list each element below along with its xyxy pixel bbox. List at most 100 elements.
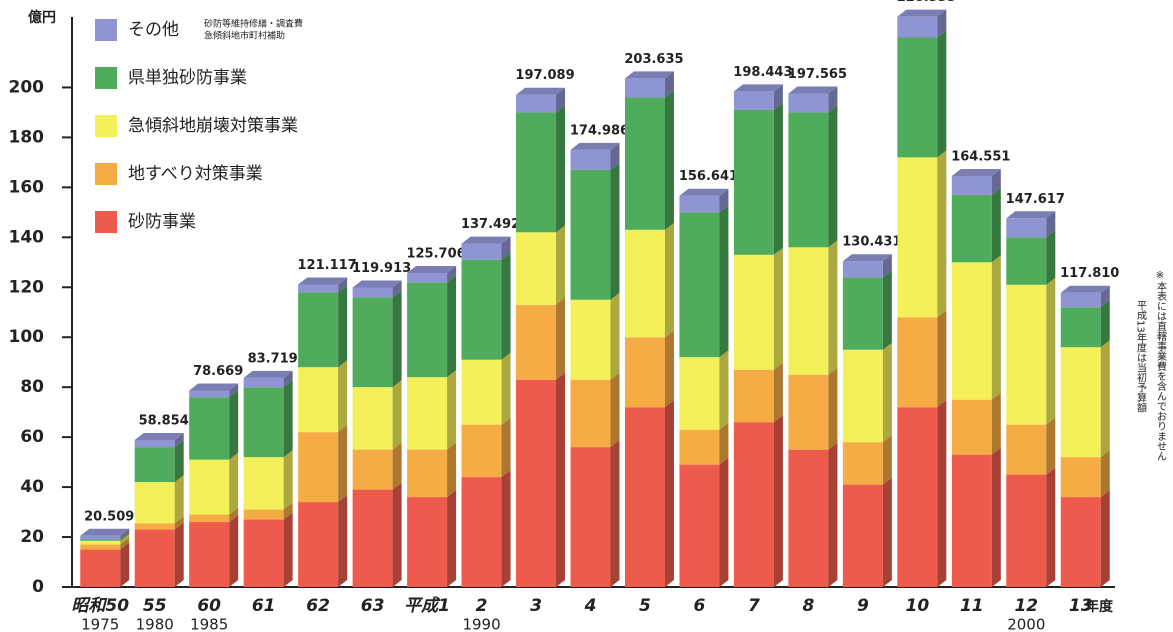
bar-side: [1100, 285, 1110, 308]
total-label: 174.986: [570, 123, 629, 138]
bar-side: [447, 490, 457, 587]
bar-side: [828, 367, 838, 450]
bar-segment: [842, 484, 883, 587]
bar-top: [570, 142, 620, 150]
bar-segment: [733, 254, 774, 370]
bar-side: [556, 225, 566, 305]
bar-side: [773, 102, 783, 255]
bar-segment: [80, 544, 121, 550]
bar-segment: [570, 447, 611, 587]
bar-side: [719, 457, 729, 587]
bar-side: [991, 255, 1001, 400]
bar-segment: [1060, 307, 1101, 348]
bar-side: [501, 236, 511, 260]
year-label: 1980: [136, 616, 174, 632]
x-tick-label: 昭和50: [71, 596, 129, 616]
bar-segment: [461, 243, 502, 260]
bar-segment: [352, 449, 393, 490]
bar-segment: [788, 449, 829, 587]
bar-side: [501, 252, 511, 360]
bar-side: [338, 277, 348, 293]
bar-segment: [570, 169, 611, 300]
bar-top: [679, 188, 729, 196]
x-tick-label: 11: [960, 596, 984, 616]
bar-top: [298, 277, 348, 285]
bar-segment: [842, 442, 883, 485]
legend-swatch: [95, 19, 117, 41]
bar-segment: [243, 387, 284, 458]
y-tick-label: 120: [9, 277, 45, 297]
bar-side: [338, 425, 348, 503]
legend-label: 県単独砂防事業: [128, 68, 247, 88]
total-label: 137.492: [461, 217, 520, 232]
total-label: 20.509: [84, 509, 134, 524]
bar-side: [447, 442, 457, 498]
bar-side: [556, 297, 566, 380]
bar-side: [882, 254, 892, 278]
bar-segment: [461, 424, 502, 478]
bar-side: [120, 537, 130, 550]
bar-side: [229, 390, 239, 460]
side-note: ※本表には直轄事業費を含んでおりません: [1155, 270, 1167, 461]
bar-side: [610, 162, 620, 300]
bar-segment: [134, 447, 175, 483]
x-tick-label: 55: [143, 596, 167, 616]
bar-segment: [1060, 292, 1101, 308]
legend-label: 砂防事業: [128, 212, 196, 232]
bar-side: [283, 370, 293, 388]
bar-side: [174, 516, 184, 530]
bar-segment: [243, 509, 284, 520]
bar-side: [773, 415, 783, 587]
bar-segment: [679, 212, 720, 358]
bar-segment: [951, 399, 992, 455]
bar-segment: [951, 454, 992, 587]
bar-side: [719, 188, 729, 213]
total-label: 198.443: [733, 65, 792, 80]
bar-segment: [897, 16, 938, 38]
bar-side: [882, 270, 892, 350]
x-axis-label: 年度: [1085, 598, 1114, 615]
total-label: 197.565: [788, 67, 847, 82]
bar-top: [189, 383, 239, 391]
bar-segment: [243, 377, 284, 388]
bar-segment: [298, 292, 339, 368]
bar-segment: [461, 477, 502, 587]
bar-segment: [189, 522, 230, 587]
bar-side: [1100, 490, 1110, 587]
bar-side: [283, 380, 293, 458]
legend-swatch: [95, 163, 117, 185]
bar-segment: [352, 489, 393, 587]
total-label: 121.117: [298, 258, 357, 273]
bar-side: [392, 280, 402, 298]
bar-side: [937, 400, 947, 587]
bar-segment: [842, 261, 883, 278]
bar-side: [1046, 417, 1056, 475]
bar-side: [882, 477, 892, 587]
bar-segment: [243, 519, 284, 587]
bar-segment: [951, 262, 992, 400]
bar-top: [1060, 285, 1110, 293]
bar-side: [719, 205, 729, 358]
bar-segment: [80, 540, 121, 545]
bar-segment: [134, 523, 175, 530]
bar-segment: [298, 367, 339, 433]
bar-side: [338, 495, 348, 587]
bar-side: [229, 507, 239, 523]
bar-side: [283, 450, 293, 510]
total-label: 156.641: [679, 169, 738, 184]
bar-side: [1100, 300, 1110, 348]
bar-segment: [679, 195, 720, 213]
bar-side: [283, 512, 293, 587]
bar-segment: [1006, 284, 1047, 425]
bar-side: [1100, 450, 1110, 498]
x-tick-label: 63: [361, 596, 385, 616]
bar-side: [664, 330, 674, 408]
x-tick-label: 7: [748, 596, 760, 616]
bar-segment: [516, 379, 557, 587]
year-label: 1985: [190, 616, 228, 632]
bar-top: [951, 168, 1001, 176]
bar-segment: [516, 112, 557, 233]
bar-side: [392, 442, 402, 490]
bar-side: [501, 470, 511, 587]
total-label: 58.854: [139, 413, 189, 428]
